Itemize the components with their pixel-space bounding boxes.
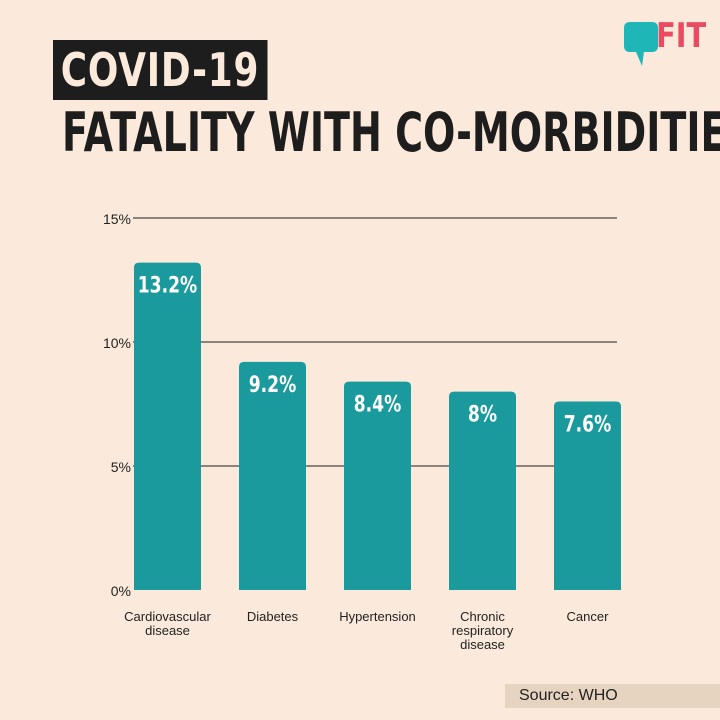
bar-value-label: 9.2%: [249, 372, 297, 398]
speech-bubble-logo-icon: [624, 22, 658, 66]
x-tick-label: disease: [460, 637, 505, 652]
page-title-line-1: COVID-19: [53, 40, 268, 100]
bar-value-label: 8%: [468, 402, 497, 428]
bar-value-label: 13.2%: [138, 273, 198, 299]
x-tick-label: Cancer: [567, 609, 610, 624]
x-tick-label: Cardiovascular: [124, 609, 211, 624]
bar-value-label: 7.6%: [564, 411, 612, 437]
y-tick-label: 5%: [111, 459, 131, 475]
x-tick-label: Hypertension: [339, 609, 416, 624]
bar: [134, 262, 201, 590]
bar: [344, 381, 411, 590]
y-tick-label: 0%: [111, 583, 131, 599]
x-tick-label: disease: [145, 623, 190, 638]
bar: [239, 361, 306, 590]
x-tick-label: respiratory: [452, 623, 514, 638]
logo-text: FIT: [656, 16, 707, 56]
y-tick-label: 15%: [103, 211, 131, 227]
bar-value-label: 8.4%: [354, 392, 402, 418]
y-tick-label: 10%: [103, 335, 131, 351]
x-tick-label: Diabetes: [247, 609, 299, 624]
source-label: Source: WHO: [505, 684, 720, 708]
bar: [554, 401, 621, 590]
bar: [449, 391, 516, 590]
x-tick-label: Chronic: [460, 609, 505, 624]
page-title-line-2: FATALITY WITH CO-MORBIDITIES: [62, 101, 720, 164]
